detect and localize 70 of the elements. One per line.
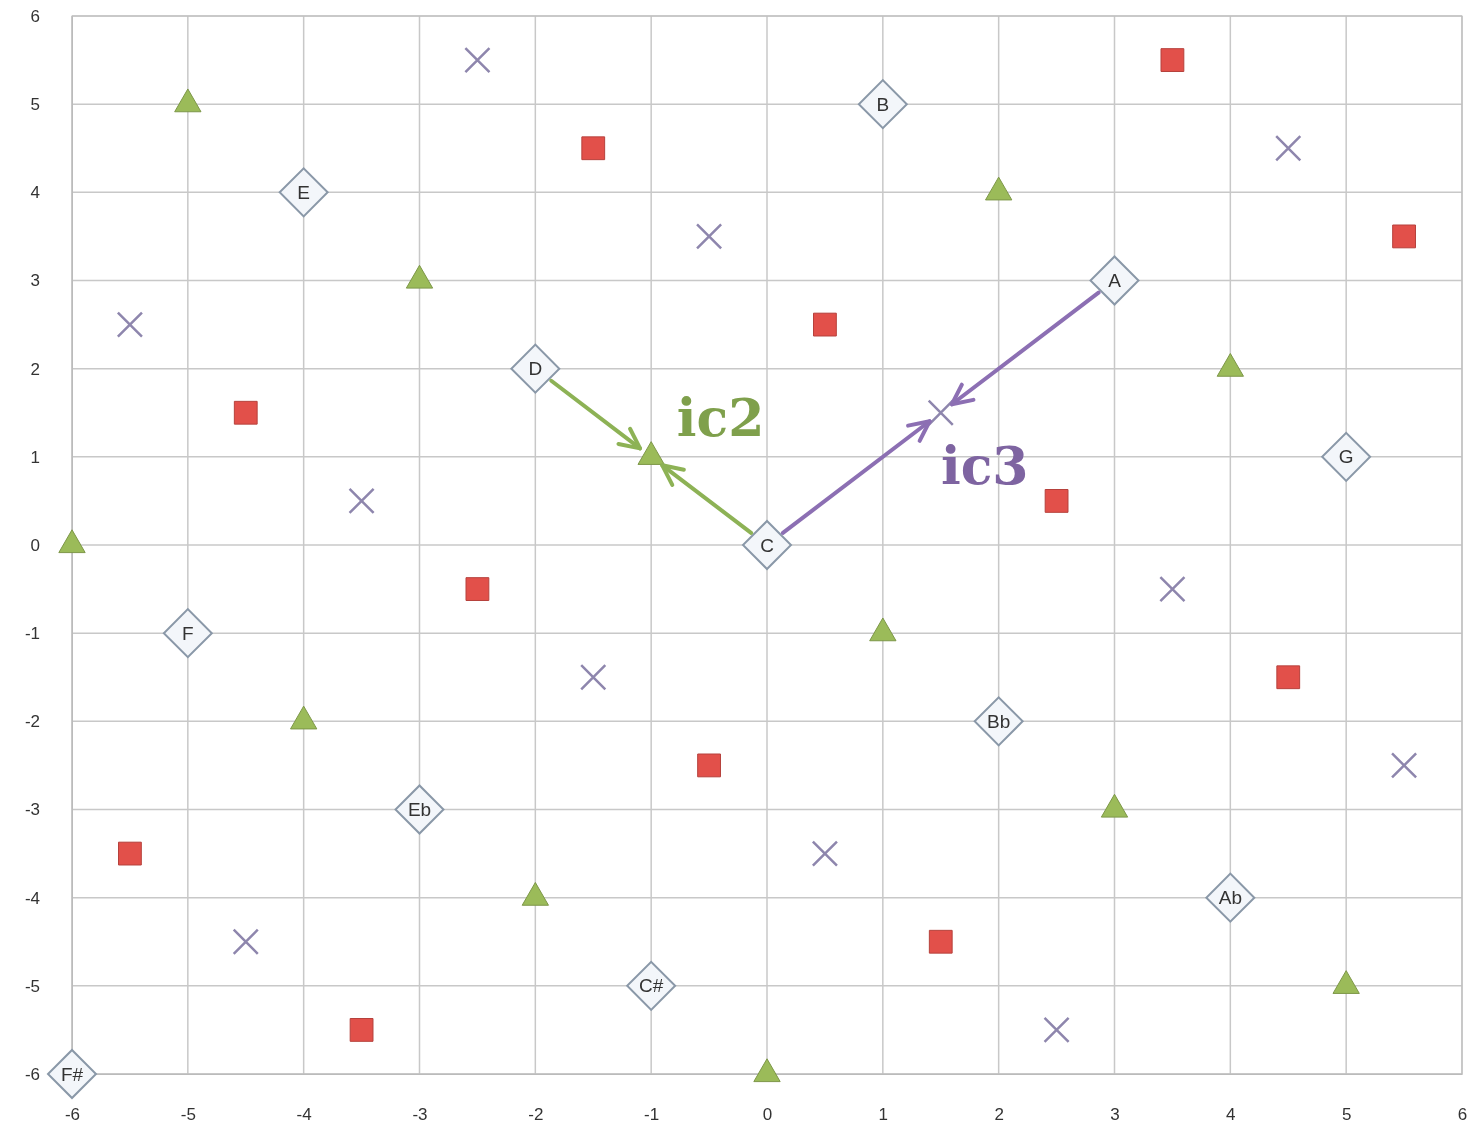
x-tick-label: -1 xyxy=(644,1105,660,1125)
y-tick-label: -2 xyxy=(24,712,40,732)
x-tick-label: -6 xyxy=(64,1105,81,1125)
point xyxy=(1159,575,1186,603)
x-tick-label: 0 xyxy=(762,1105,773,1125)
point xyxy=(697,753,721,778)
point xyxy=(1274,134,1302,162)
point xyxy=(581,136,606,161)
annotation: G xyxy=(1338,446,1354,468)
y-tick-label: -3 xyxy=(24,800,40,820)
y-tick-label: 4 xyxy=(30,183,40,203)
y-tick-label: 0 xyxy=(30,535,40,555)
point xyxy=(1390,752,1418,779)
point xyxy=(465,577,490,601)
y-tick-label: 3 xyxy=(30,271,40,291)
annotation: ic3 xyxy=(940,435,1029,497)
point xyxy=(464,46,491,74)
point xyxy=(1089,255,1140,306)
point xyxy=(116,311,144,338)
y-tick-label: 2 xyxy=(30,359,40,379)
point xyxy=(510,343,561,394)
annotation: C# xyxy=(639,975,664,997)
annotation: B xyxy=(876,93,890,115)
y-tick-label: -4 xyxy=(24,888,40,908)
y-tick-label: 5 xyxy=(30,95,40,115)
point xyxy=(579,663,607,691)
y-tick-label: -1 xyxy=(24,624,40,644)
annotation: F xyxy=(182,622,194,644)
y-tick-label: 1 xyxy=(30,447,40,467)
x-tick-label: -3 xyxy=(412,1105,428,1125)
x-tick-label: -4 xyxy=(296,1105,312,1125)
x-tick-label: 5 xyxy=(1341,1105,1352,1125)
y-tick-label: -5 xyxy=(24,976,40,996)
annotation: A xyxy=(1108,270,1122,291)
point xyxy=(742,520,792,570)
point xyxy=(928,929,953,954)
point xyxy=(1276,665,1301,690)
x-tick-label: 2 xyxy=(994,1105,1004,1125)
point xyxy=(349,1018,374,1042)
annotation: Bb xyxy=(987,710,1011,732)
point xyxy=(348,487,375,515)
y-tick-label: -6 xyxy=(24,1064,40,1084)
annotation: Ab xyxy=(1218,887,1242,909)
annotation: F# xyxy=(60,1063,84,1085)
point xyxy=(857,79,908,130)
point xyxy=(813,312,837,337)
annotation: D xyxy=(528,358,543,380)
point xyxy=(1160,48,1185,72)
x-tick-label: 6 xyxy=(1457,1105,1468,1125)
point xyxy=(278,167,329,218)
point xyxy=(1044,489,1069,513)
point xyxy=(1392,224,1416,249)
point xyxy=(695,223,723,250)
x-tick-label: 1 xyxy=(878,1105,889,1125)
annotation: ic2 xyxy=(676,386,765,448)
x-tick-label: 3 xyxy=(1110,1105,1120,1125)
point xyxy=(1043,1016,1070,1044)
x-tick-label: -2 xyxy=(528,1105,544,1125)
annotation: E xyxy=(297,181,311,203)
annotation: C xyxy=(760,534,774,556)
annotation: Eb xyxy=(407,799,432,820)
point xyxy=(232,928,260,956)
point xyxy=(1321,431,1372,482)
point xyxy=(162,608,213,659)
y-tick-label: 6 xyxy=(30,6,40,26)
point xyxy=(233,400,258,425)
x-tick-label: -5 xyxy=(180,1105,196,1125)
point xyxy=(811,840,839,867)
x-tick-label: 4 xyxy=(1226,1105,1236,1125)
point xyxy=(118,841,142,866)
